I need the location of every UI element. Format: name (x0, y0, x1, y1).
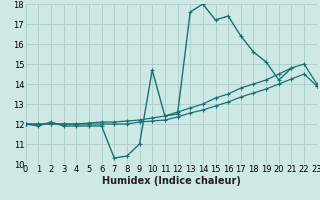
X-axis label: Humidex (Indice chaleur): Humidex (Indice chaleur) (102, 176, 241, 186)
